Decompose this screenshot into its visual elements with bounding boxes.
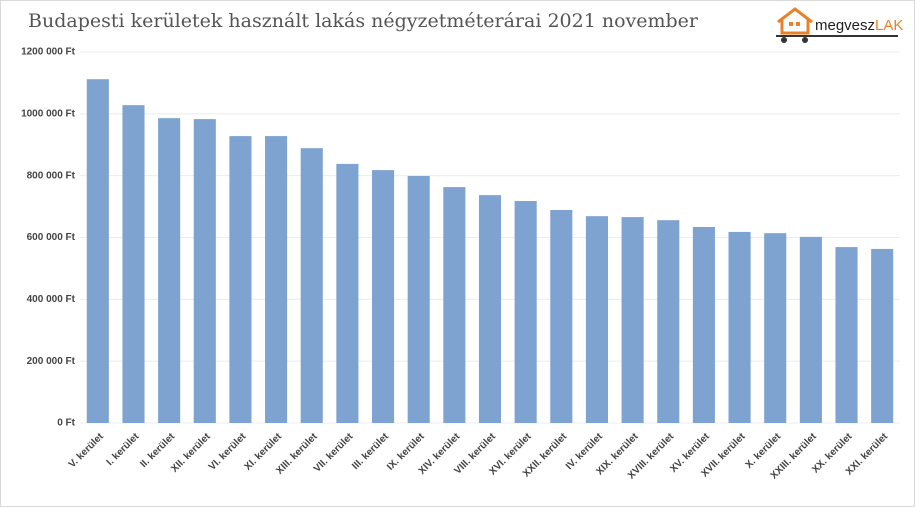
bar	[621, 217, 644, 423]
bar	[265, 136, 288, 424]
logo-text-2: LAK	[875, 17, 903, 34]
bar	[336, 163, 359, 423]
logo-house	[777, 7, 813, 35]
y-tick-label: 800 000 Ft	[27, 170, 76, 181]
bar	[585, 216, 609, 423]
bar	[86, 79, 109, 423]
logo-text: megveszLAK	[815, 17, 903, 34]
bar	[550, 209, 573, 423]
chart-title: Budapesti kerületek használt lakás négyz…	[28, 10, 699, 32]
bar	[871, 248, 894, 423]
bar	[300, 148, 323, 424]
y-tick-label: 1200 000 Ft	[21, 47, 76, 58]
bar	[371, 170, 395, 423]
bar	[799, 236, 822, 423]
logo-window	[796, 22, 800, 26]
bar	[657, 220, 680, 423]
bar	[692, 226, 715, 423]
y-tick-label: 0 Ft	[57, 418, 75, 429]
y-tick-label: 400 000 Ft	[27, 294, 76, 305]
y-tick-label: 200 000 Ft	[27, 356, 76, 367]
bar	[478, 195, 502, 423]
y-tick-label: 600 000 Ft	[27, 232, 76, 243]
bar	[407, 175, 430, 423]
y-tick-label: 1000 000 Ft	[21, 108, 76, 119]
bar	[193, 119, 216, 423]
bar	[229, 136, 252, 424]
logo-wheel	[802, 37, 808, 43]
bar	[514, 201, 537, 423]
logo-wheel	[781, 37, 787, 43]
logo-text-1: megvesz	[815, 17, 875, 34]
logo: megveszLAK	[776, 7, 903, 43]
bar	[443, 187, 466, 423]
bar	[764, 233, 787, 423]
logo-window	[789, 22, 793, 26]
bar	[835, 247, 858, 423]
bar	[122, 105, 145, 423]
bar	[158, 118, 181, 423]
bar	[728, 231, 751, 423]
